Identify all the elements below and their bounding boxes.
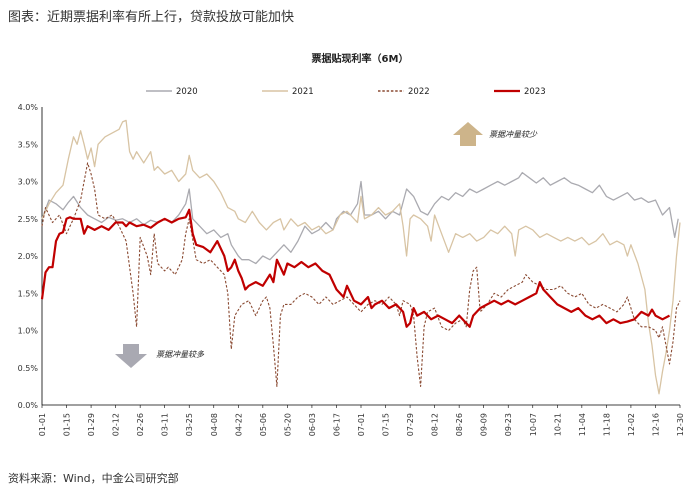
x-tick-label: 01-15 (63, 413, 72, 436)
y-tick-label: 0.5% (18, 364, 39, 373)
legend-label-2022: 2022 (408, 87, 430, 97)
x-tick-label: 02-26 (136, 413, 145, 436)
x-tick-label: 08-26 (455, 413, 464, 436)
series-group (40, 119, 681, 395)
x-tick-label: 04-08 (210, 413, 219, 436)
x-tick-label: 12-16 (651, 413, 660, 436)
legend-label-2021: 2021 (292, 87, 314, 97)
arrow-up-icon (453, 122, 483, 146)
y-tick-label: 4.0% (18, 103, 39, 112)
y-tick-label: 2.5% (18, 215, 39, 224)
annotation-up-label: 票据冲量较少 (489, 130, 538, 139)
y-tick-label: 0.0% (18, 401, 39, 410)
legend-label-2023: 2023 (524, 87, 546, 97)
x-tick-label: 11-04 (578, 413, 587, 436)
x-tick-label: 07-01 (357, 413, 366, 436)
x-tick-label: 07-29 (406, 413, 415, 436)
series-line-2022 (41, 162, 681, 387)
x-tick-label: 03-11 (161, 413, 170, 436)
x-tick-label: 03-25 (185, 413, 194, 436)
source-note: 资料来源：Wind，中金公司研究部 (8, 472, 179, 485)
x-tick-label: 05-20 (283, 413, 292, 436)
x-tick-label: 08-12 (431, 413, 440, 436)
x-tick-label: 04-22 (234, 413, 243, 436)
series-line-2021 (41, 119, 681, 395)
series-line-2020 (41, 171, 679, 265)
x-tick-label: 07-15 (382, 413, 391, 436)
report-figure-caption: 图表：近期票据利率有所上行，贷款投放可能加快 (8, 10, 295, 25)
x-tick-label: 05-06 (259, 413, 268, 436)
x-axis: 01-01 01-15 01-29 02-12 02-26 03-11 03-25 04-08… (38, 404, 685, 436)
x-tick-label: 10-07 (529, 413, 538, 436)
x-tick-label: 12-30 (676, 413, 685, 436)
x-tick-label: 11-18 (602, 413, 611, 436)
x-tick-label: 06-17 (332, 413, 341, 436)
x-tick-label: 09-23 (504, 413, 513, 436)
x-tick-label: 06-03 (308, 413, 317, 436)
x-tick-label: 09-09 (480, 413, 489, 436)
y-tick-label: 2.0% (18, 252, 39, 261)
chart-legend: 2020 2021 2022 2023 (146, 87, 546, 97)
x-tick-label: 10-21 (553, 413, 562, 436)
y-tick-label: 1.5% (18, 289, 39, 298)
annotation-down-label: 票据冲量较多 (156, 350, 205, 359)
y-axis: 0.0% 0.5% 1.0% 1.5% 2.0% 2.5% 3.0% 3.5% 4.0% (18, 103, 43, 410)
series-line-2023 (40, 208, 671, 328)
annotations: 票据冲量较少 票据冲量较多 (115, 122, 538, 368)
arrow-down-icon (115, 344, 147, 368)
y-tick-label: 1.0% (18, 327, 39, 336)
y-tick-label: 3.5% (18, 140, 39, 149)
x-tick-label: 02-12 (112, 413, 121, 436)
x-tick-label: 12-02 (627, 413, 636, 436)
chart-title: 票据贴现利率（6M） (312, 52, 409, 65)
legend-label-2020: 2020 (176, 87, 198, 97)
x-tick-label: 01-29 (87, 413, 96, 436)
y-tick-label: 3.0% (18, 178, 39, 187)
x-tick-label: 01-01 (38, 413, 47, 436)
